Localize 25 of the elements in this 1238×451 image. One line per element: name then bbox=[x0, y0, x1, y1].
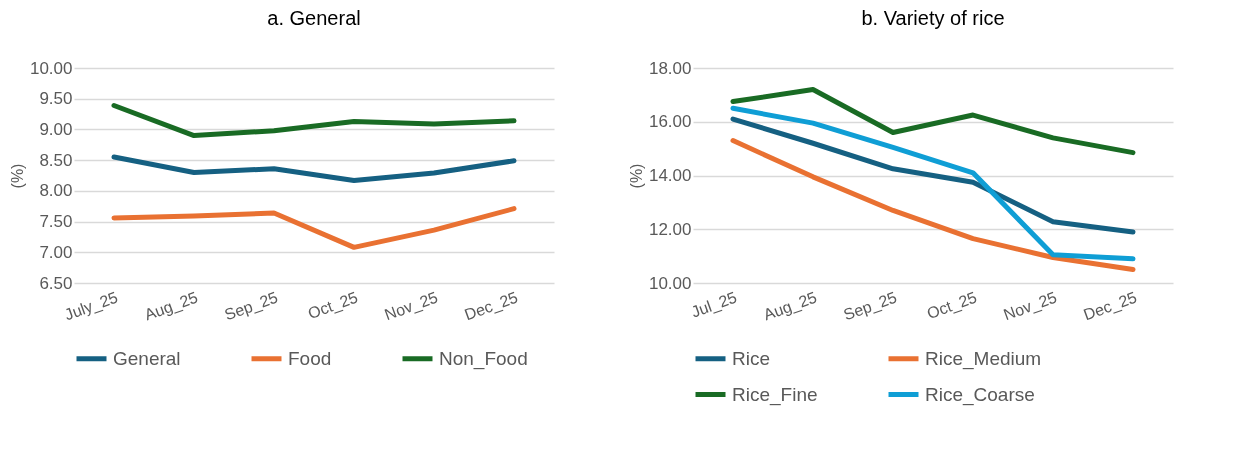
y-tick-label: 6.50 bbox=[39, 273, 73, 293]
chart-title: a. General bbox=[267, 7, 361, 29]
x-tick-label: Oct_25 bbox=[924, 288, 980, 324]
y-tick-label: 7.00 bbox=[39, 242, 73, 262]
y-tick-label: 7.50 bbox=[39, 212, 73, 232]
y-tick-label: 16.00 bbox=[648, 112, 692, 132]
y-axis-title: (%) bbox=[8, 163, 26, 189]
y-tick-label: 18.00 bbox=[648, 58, 692, 78]
legend-label: Rice_Coarse bbox=[925, 383, 1035, 406]
legend-label: Rice_Fine bbox=[732, 383, 818, 406]
y-tick-label: 12.00 bbox=[648, 219, 692, 239]
y-tick-label: 14.00 bbox=[648, 166, 692, 185]
y-tick-label: 8.50 bbox=[39, 150, 73, 170]
y-tick-label: 9.50 bbox=[39, 89, 73, 109]
legend-label: Food bbox=[288, 347, 332, 369]
y-tick-label: 8.00 bbox=[39, 181, 73, 201]
y-tick-label: 9.00 bbox=[39, 119, 73, 139]
legend-label: General bbox=[113, 347, 181, 369]
legend-label: Rice bbox=[732, 347, 771, 369]
y-tick-label: 10.00 bbox=[29, 58, 73, 78]
x-tick-label: Oct_25 bbox=[305, 288, 361, 324]
legend-label: Rice_Medium bbox=[925, 347, 1042, 370]
y-axis-title: (%) bbox=[627, 163, 645, 189]
chart-title: b. Variety of rice bbox=[861, 7, 1005, 29]
legend-label: Non_Food bbox=[439, 347, 528, 370]
